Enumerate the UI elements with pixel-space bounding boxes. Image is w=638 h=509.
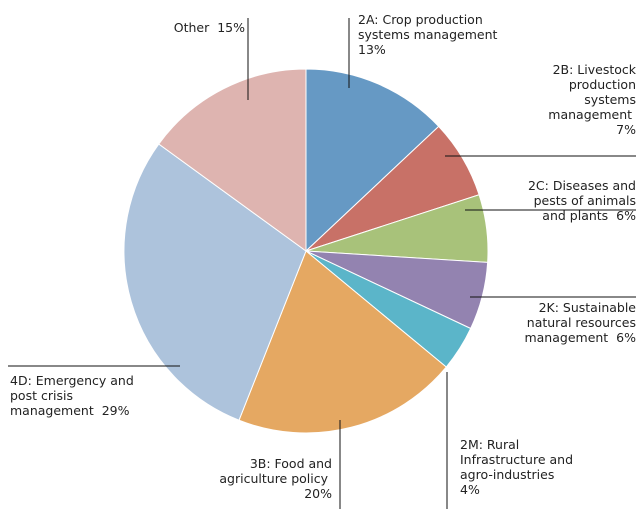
slice-label: 2C: Diseases and pests of animals and pl…	[508, 178, 636, 223]
category-label: Other	[173, 20, 210, 35]
value-label: 13%	[358, 42, 386, 57]
category-label: 2K: Sustainable natural resources manage…	[524, 300, 636, 345]
value-label: 7%	[616, 122, 636, 137]
pie-slice	[123, 143, 307, 421]
leader-lines	[8, 18, 636, 509]
pie-slice	[305, 68, 440, 253]
slice-label: 2B: Livestock production systems managem…	[528, 62, 636, 137]
value-label: 6%	[616, 208, 636, 223]
value-label: 4%	[460, 482, 480, 497]
category-label: 2A: Crop production systems management	[358, 12, 498, 42]
value-label: 29%	[101, 403, 130, 418]
pie-slice	[158, 68, 307, 252]
value-label: 6%	[616, 330, 636, 345]
slice-label: 4D: Emergency and post crisis management…	[10, 373, 134, 418]
value-label: 20%	[304, 486, 332, 501]
pie-slice	[238, 250, 447, 434]
category-label: 4D: Emergency and post crisis management	[10, 373, 134, 418]
value-label: 15%	[217, 20, 245, 35]
category-label: 3B: Food and agriculture policy	[219, 456, 332, 486]
category-label: 2C: Diseases and pests of animals and pl…	[527, 178, 636, 223]
slice-label: 2A: Crop production systems management 1…	[358, 12, 533, 57]
pie	[123, 68, 489, 434]
category-label: 2B: Livestock production systems managem…	[548, 62, 636, 122]
slice-label: 2M: Rural Infrastructure and agro-indust…	[460, 437, 584, 497]
slice-label: 3B: Food and agriculture policy 20%	[200, 456, 332, 501]
category-label: 2M: Rural Infrastructure and agro-indust…	[460, 437, 574, 482]
slice-label: 2K: Sustainable natural resources manage…	[504, 300, 636, 345]
slice-label: Other 15%	[105, 20, 245, 35]
